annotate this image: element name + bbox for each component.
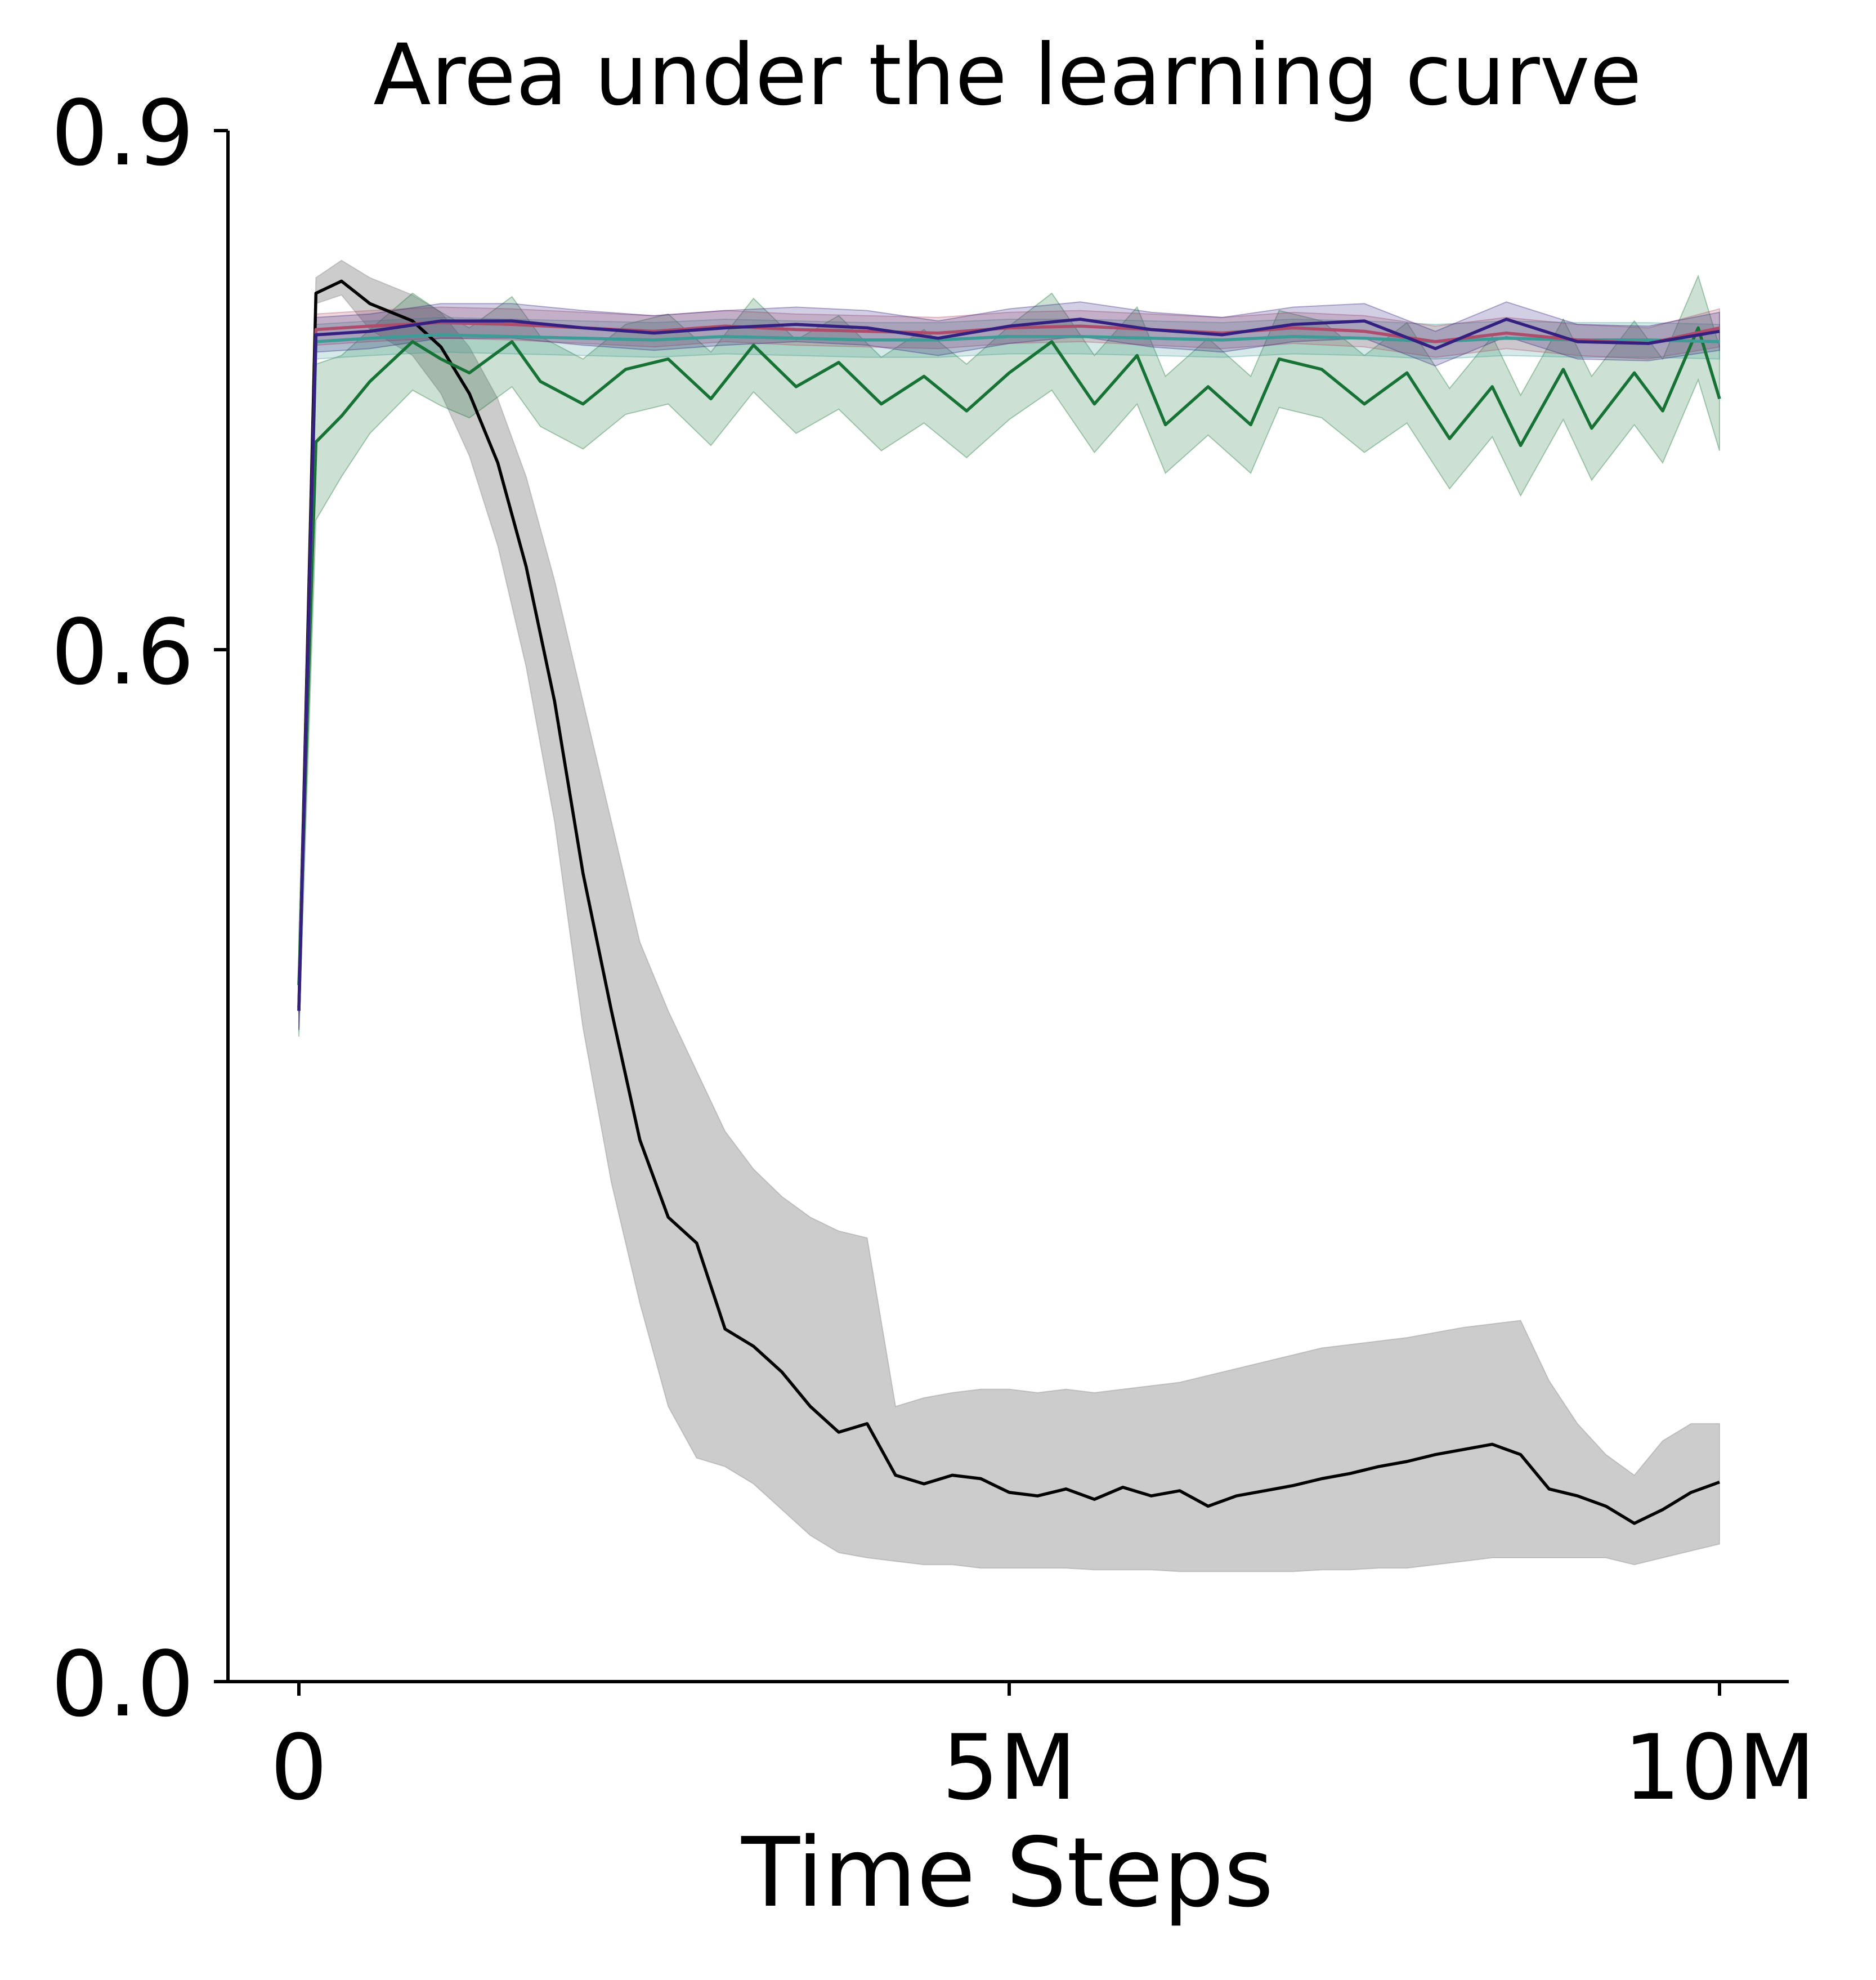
y-tick-label: 0.9 xyxy=(51,81,194,186)
series-line-4 xyxy=(297,279,1720,1525)
series-band-1 xyxy=(298,301,1720,1030)
series-band-2 xyxy=(298,316,1720,1032)
series-line-0 xyxy=(297,321,1720,1011)
x-tick-label: 10M xyxy=(1623,1715,1816,1820)
x-tick-label: 0 xyxy=(270,1715,328,1820)
plot-area xyxy=(297,260,1721,1572)
x-ticks: 0 5M 10M xyxy=(270,1682,1816,1820)
series-band-3 xyxy=(298,274,1720,1037)
y-tick-label: 0.6 xyxy=(51,600,194,705)
y-tick-label: 0.0 xyxy=(51,1632,194,1737)
chart-title: Area under the learning curve xyxy=(373,26,1642,124)
x-tick-label: 5M xyxy=(942,1715,1077,1820)
x-axis-label: Time Steps xyxy=(741,1817,1274,1929)
series-band-0 xyxy=(298,306,1720,1030)
series-line-1 xyxy=(297,318,1720,1011)
series-line-3 xyxy=(297,326,1721,985)
series-band-4 xyxy=(298,260,1720,1572)
series-line-2 xyxy=(297,333,1720,1011)
y-ticks: 0.0 0.6 0.9 xyxy=(51,81,228,1737)
